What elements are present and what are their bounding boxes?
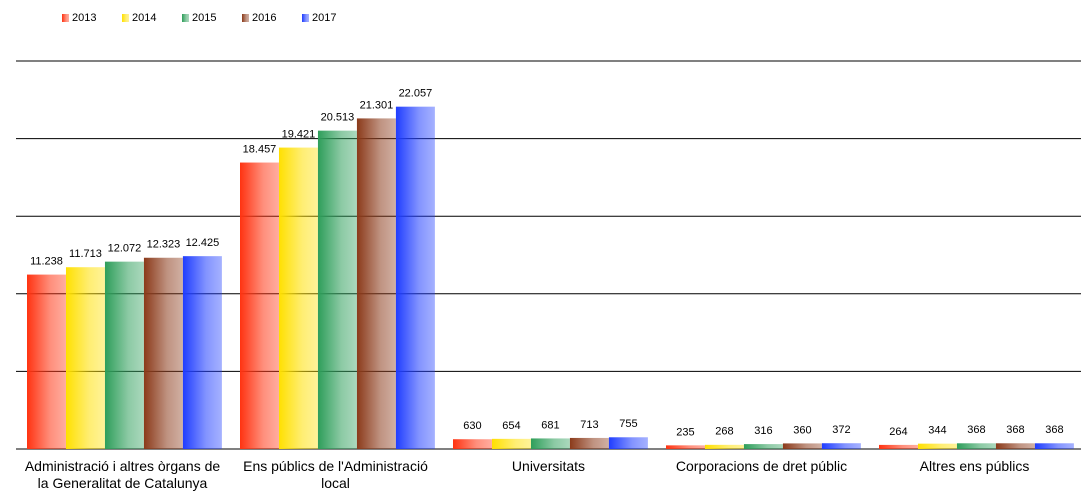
value-label: 368 [967, 424, 985, 436]
value-label: 368 [1006, 424, 1024, 436]
bar [743, 444, 783, 449]
bar [995, 443, 1035, 449]
x-tick-label: Corporacions de dret públic [675, 458, 848, 474]
value-label: 19.421 [282, 128, 316, 140]
bar [821, 443, 861, 449]
bar [104, 261, 144, 449]
legend-swatch [242, 14, 249, 22]
value-label: 12.072 [108, 243, 142, 255]
value-label: 630 [463, 420, 481, 432]
bar [240, 162, 279, 449]
bar [65, 267, 105, 449]
bar [143, 257, 183, 449]
x-tick-label: Universitats [511, 458, 586, 474]
bar [608, 437, 648, 449]
value-label: 316 [754, 425, 772, 437]
legend-swatch [62, 14, 69, 22]
bar [956, 443, 996, 449]
value-label: 755 [619, 418, 637, 430]
bar [395, 106, 435, 450]
bar [27, 274, 66, 449]
legend-swatch [122, 14, 129, 22]
bar [491, 438, 531, 449]
bar [317, 130, 357, 449]
legend-label: 2017 [312, 12, 336, 24]
value-label: 18.457 [243, 143, 277, 155]
bar [356, 118, 396, 449]
value-label: 654 [502, 420, 520, 432]
value-label: 368 [1045, 424, 1063, 436]
value-label: 372 [832, 424, 850, 436]
value-label: 268 [715, 426, 733, 438]
value-label: 22.057 [399, 88, 433, 100]
value-label: 344 [928, 425, 946, 437]
bar [917, 443, 957, 449]
legend-label: 2013 [72, 12, 96, 24]
bar [569, 437, 609, 449]
value-label: 264 [889, 426, 907, 438]
bar [704, 444, 744, 449]
value-label: 713 [580, 419, 598, 431]
value-label: 11.713 [69, 248, 102, 260]
value-label: 235 [676, 426, 694, 438]
value-label: 12.425 [186, 237, 220, 249]
legend-label: 2014 [132, 12, 156, 24]
value-label: 12.323 [147, 239, 181, 251]
bar [278, 147, 318, 450]
legend-swatch [302, 14, 309, 22]
bar [453, 439, 492, 449]
bar [666, 445, 705, 449]
x-tick-label: Altres ens públics [919, 458, 1030, 474]
bar [530, 438, 570, 449]
value-label: 21.301 [360, 99, 394, 111]
legend-label: 2016 [252, 12, 276, 24]
legend-label: 2015 [192, 12, 216, 24]
x-tick-label: Administració i altres òrgans de la Gene… [24, 458, 221, 491]
bar [879, 444, 918, 449]
bar [182, 256, 222, 449]
value-label: 11.238 [30, 255, 63, 267]
value-label: 20.513 [321, 112, 355, 124]
bar [1034, 443, 1074, 449]
value-label: 360 [793, 424, 811, 436]
bar [782, 443, 822, 449]
legend-swatch [182, 14, 189, 22]
value-label: 681 [541, 419, 559, 431]
x-tick-label: Ens públics de l'Administració local [243, 458, 428, 491]
